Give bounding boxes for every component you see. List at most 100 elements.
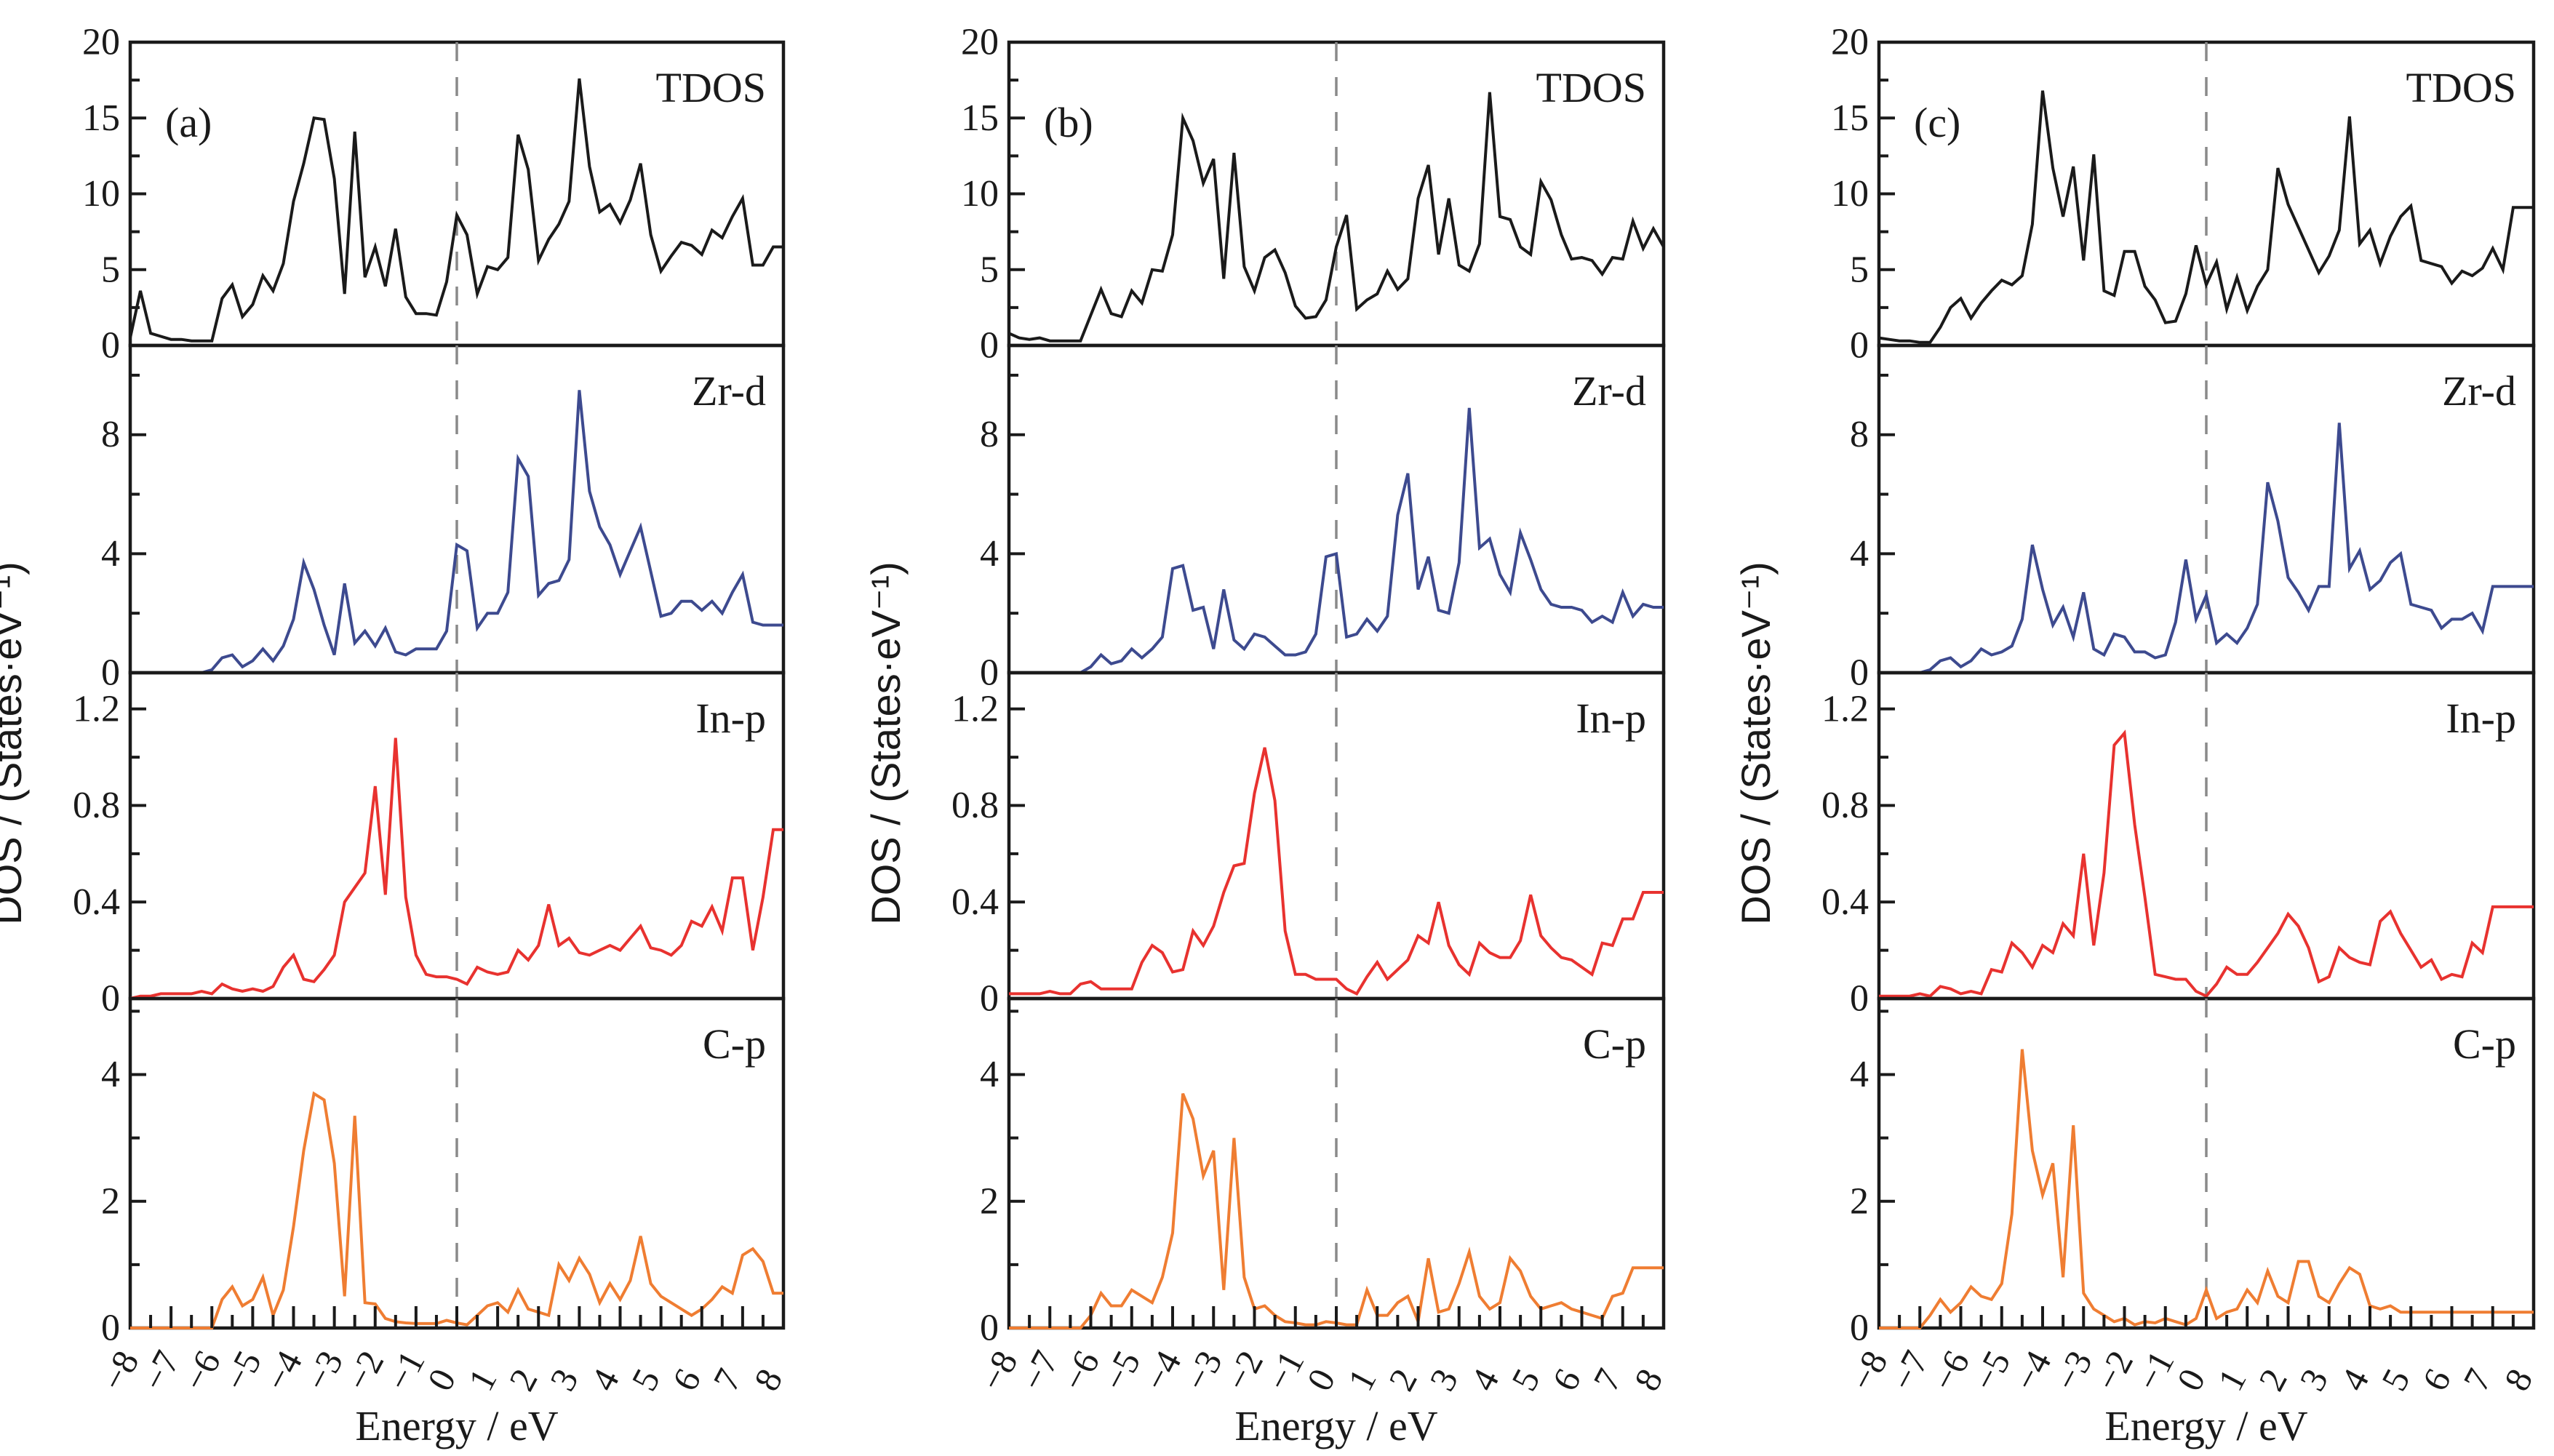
y-tick-label: 1.2 xyxy=(1821,688,1869,729)
y-tick-label: 20 xyxy=(961,22,999,63)
y-tick-label: 0.4 xyxy=(951,881,999,923)
curve-inp xyxy=(1879,729,2534,999)
series-label-inp: In-p xyxy=(2446,695,2516,742)
series-label-zrd: Zr-d xyxy=(1572,367,1646,415)
y-tick-label: 15 xyxy=(82,97,120,139)
y-tick-label: 4 xyxy=(1850,533,1869,575)
y-tick-label: 0 xyxy=(980,978,999,1020)
y-tick-label: 8 xyxy=(980,414,999,455)
y-tick-label: 2 xyxy=(101,1180,120,1222)
y-tick-label: 15 xyxy=(961,97,999,139)
y-tick-label: 0 xyxy=(101,652,120,694)
curve-tdos xyxy=(1878,90,2534,344)
subplot-tdos: 0 5 10 15 20 TDOS xyxy=(961,22,1666,367)
x-tick-label: 2 xyxy=(1381,1362,1425,1397)
subplot-zrd: 0 4 8 Zr-d xyxy=(980,343,1666,694)
series-label-inp: In-p xyxy=(695,695,766,742)
y-tick-label: 10 xyxy=(82,173,120,215)
series-label-cp: C-p xyxy=(1583,1020,1646,1068)
x-tick-label: 1 xyxy=(2210,1362,2254,1397)
x-tick-label: 0 xyxy=(1298,1362,1343,1397)
curve-zrd xyxy=(130,390,783,674)
y-tick-label: 5 xyxy=(101,249,120,290)
y-tick-label: 0 xyxy=(980,1308,999,1349)
y-tick-label: 1.2 xyxy=(73,688,120,729)
y-tick-label: 0 xyxy=(1850,652,1869,694)
x-tick-label: 7 xyxy=(2455,1362,2499,1397)
y-tick-label: 15 xyxy=(1831,97,1869,139)
panel-a: DOS / (States·eV⁻¹)05101520TDOS048Zr-d00… xyxy=(0,22,790,1450)
y-tick-label: 5 xyxy=(1850,249,1869,290)
subplot-zrd: 0 4 8 Zr-d xyxy=(101,343,786,694)
subplot-tdos: 0 5 10 15 20 TDOS xyxy=(1831,22,2536,367)
y-axis-label: DOS / (States·eV⁻¹) xyxy=(1733,561,1779,924)
subplot-inp: 0 0.4 0.8 1.2 In-p xyxy=(1821,671,2536,1020)
x-axis-label: Energy / eV xyxy=(2104,1402,2307,1449)
y-tick-label: 0 xyxy=(980,325,999,367)
series-label-zrd: Zr-d xyxy=(692,367,766,415)
y-tick-label: 4 xyxy=(101,1054,120,1095)
curve-tdos xyxy=(1008,92,1665,343)
x-tick-label: 6 xyxy=(664,1362,709,1397)
series-label-zrd: Zr-d xyxy=(2442,367,2516,415)
y-axis-label: DOS / (States·eV⁻¹) xyxy=(863,561,909,924)
subplot-inp: 0 0.4 0.8 1.2 In-p xyxy=(73,671,786,1020)
y-tick-label: 0 xyxy=(1850,978,1869,1020)
subplot-zrd: 0 4 8 Zr-d xyxy=(1850,343,2536,694)
curve-inp xyxy=(129,737,783,1000)
y-tick-label: 0.4 xyxy=(1821,881,1869,923)
y-tick-label: 20 xyxy=(82,22,120,63)
y-tick-label: 0.8 xyxy=(951,785,999,826)
x-tick-label: 8 xyxy=(1626,1362,1670,1397)
x-tick-label: 7 xyxy=(1585,1362,1629,1397)
x-tick-label: 8 xyxy=(746,1362,790,1397)
series-label-inp: In-p xyxy=(1576,695,1646,742)
panel-tag: (c) xyxy=(1914,99,1960,146)
curve-zrd xyxy=(1879,423,2534,674)
series-label-tdos: TDOS xyxy=(1536,64,1646,111)
panel-c: DOS / (States·eV⁻¹)05101520TDOS048Zr-d00… xyxy=(1733,22,2540,1450)
x-tick-label: 3 xyxy=(542,1362,586,1397)
x-axis-label: Energy / eV xyxy=(355,1402,558,1449)
x-tick-label: 7 xyxy=(705,1362,749,1397)
y-axis-label: DOS / (States·eV⁻¹) xyxy=(0,561,30,924)
x-axis-label: Energy / eV xyxy=(1234,1402,1437,1449)
x-tick-label: 8 xyxy=(2496,1362,2540,1397)
x-tick-label: 2 xyxy=(501,1362,546,1397)
x-tick-label: 4 xyxy=(583,1362,627,1397)
y-tick-label: 0 xyxy=(1850,325,1869,367)
x-tick-label: 5 xyxy=(2374,1362,2418,1397)
x-tick-label: 1 xyxy=(460,1362,504,1397)
y-tick-label: 0 xyxy=(1850,1308,1869,1349)
x-tick-label: 4 xyxy=(1462,1362,1507,1397)
x-tick-label: 3 xyxy=(2291,1362,2336,1397)
y-tick-label: 0 xyxy=(101,325,120,367)
y-tick-label: 0.4 xyxy=(73,881,120,923)
y-tick-label: 0 xyxy=(101,1308,120,1349)
curve-inp xyxy=(1009,747,1664,996)
subplot-tdos: 0 5 10 15 20 TDOS xyxy=(82,22,786,367)
curve-cp xyxy=(1879,1049,2534,1329)
y-tick-label: 4 xyxy=(980,1054,999,1095)
y-tick-label: 4 xyxy=(101,533,120,575)
y-tick-label: 8 xyxy=(101,414,120,455)
panel-tag: (b) xyxy=(1044,99,1093,146)
series-label-cp: C-p xyxy=(703,1020,766,1068)
subplot-inp: 0 0.4 0.8 1.2 In-p xyxy=(951,671,1666,1020)
y-tick-label: 2 xyxy=(1850,1180,1869,1222)
y-tick-label: 1.2 xyxy=(951,688,999,729)
y-tick-label: 4 xyxy=(980,533,999,575)
x-tick-label: 6 xyxy=(1544,1362,1589,1397)
y-tick-label: 0.8 xyxy=(73,785,120,826)
x-tick-label: 2 xyxy=(2251,1362,2295,1397)
series-label-cp: C-p xyxy=(2453,1020,2516,1068)
y-tick-label: 5 xyxy=(980,249,999,290)
x-tick-label: 0 xyxy=(2168,1362,2213,1397)
y-tick-label: 0.8 xyxy=(1821,785,1869,826)
x-tick-label: 0 xyxy=(419,1362,463,1397)
x-tick-label: 5 xyxy=(623,1362,668,1397)
x-tick-label: 4 xyxy=(2332,1362,2377,1397)
